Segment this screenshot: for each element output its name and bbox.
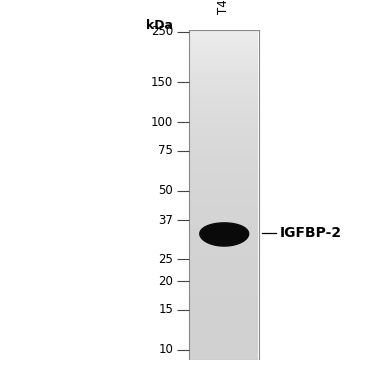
Text: 150: 150: [151, 76, 173, 89]
Text: IGFBP-2: IGFBP-2: [279, 226, 342, 240]
Text: 50: 50: [158, 184, 173, 197]
Text: 75: 75: [158, 144, 173, 157]
Text: 100: 100: [151, 116, 173, 129]
Text: 250: 250: [151, 26, 173, 39]
Text: 37: 37: [158, 214, 173, 227]
Text: 15: 15: [158, 303, 173, 316]
Text: 10: 10: [158, 343, 173, 356]
Text: 20: 20: [158, 275, 173, 288]
Text: kDa: kDa: [146, 19, 173, 32]
Text: 25: 25: [158, 253, 173, 266]
Text: T47D: T47D: [217, 0, 230, 13]
